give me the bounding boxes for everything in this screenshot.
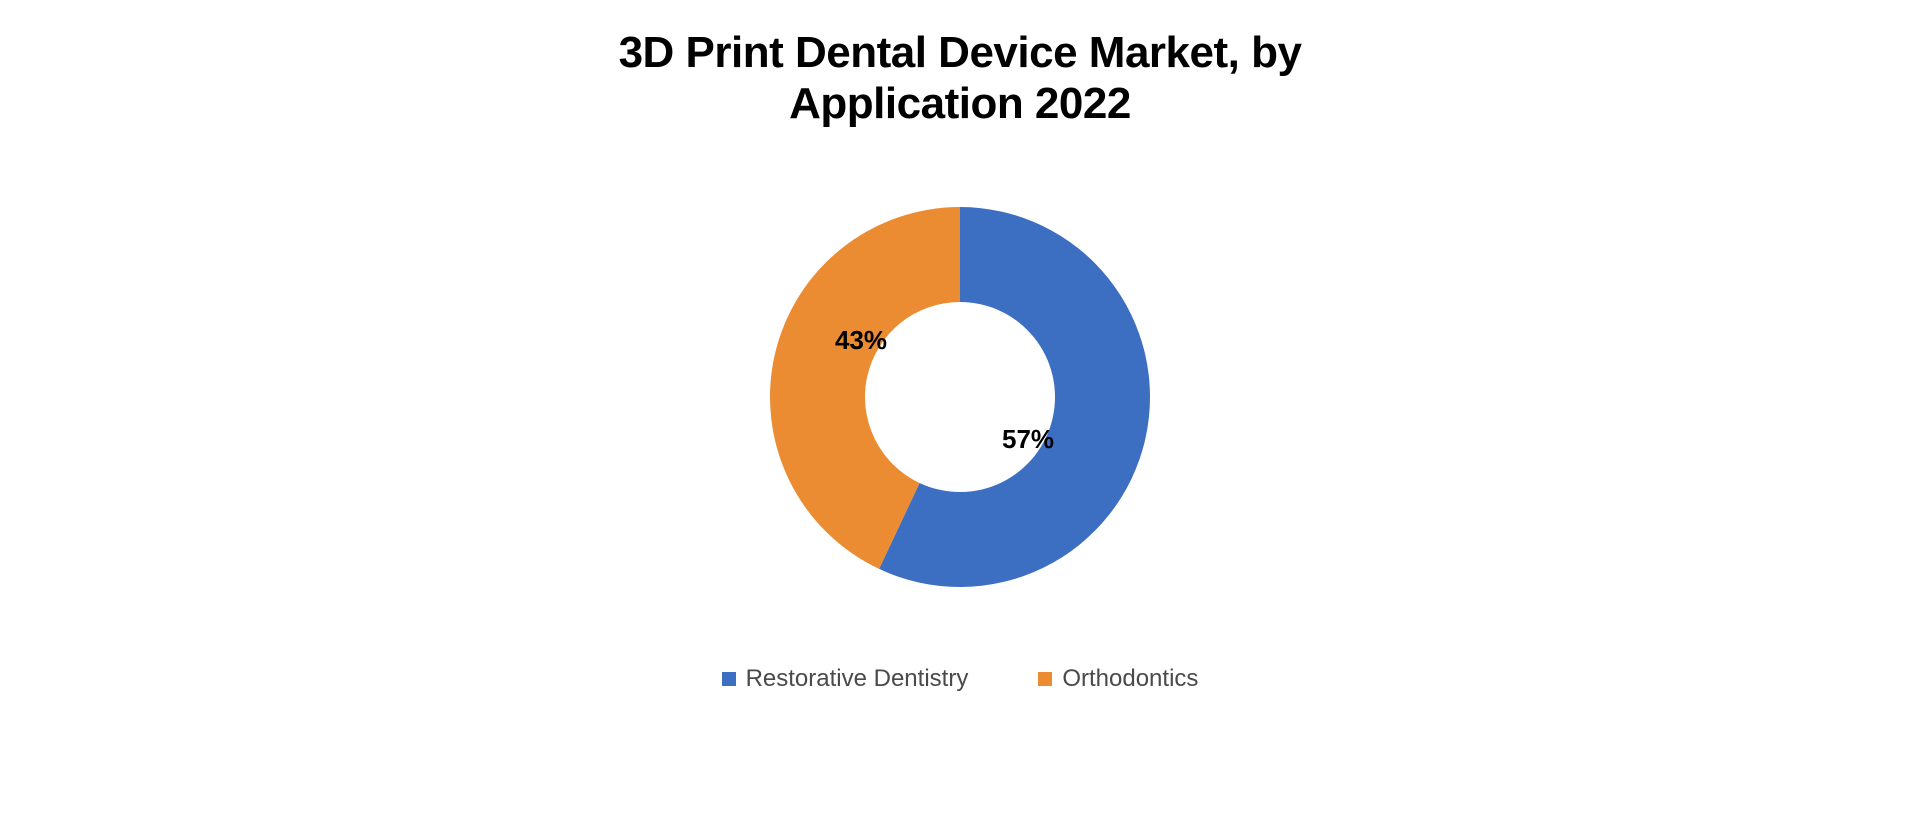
chart-container: 3D Print Dental Device Market, byApplica… [0,0,1920,818]
legend-item-1: Orthodontics [1038,665,1198,693]
legend-label-1: Orthodontics [1062,665,1198,693]
chart-title: 3D Print Dental Device Market, byApplica… [619,28,1302,129]
donut-svg [750,187,1170,607]
legend-item-0: Restorative Dentistry [722,665,969,693]
legend-swatch-1 [1038,672,1052,686]
donut-chart: 57% 43% [750,187,1170,607]
slice-label-1: 43% [835,325,887,356]
legend: Restorative Dentistry Orthodontics [722,665,1199,693]
legend-swatch-0 [722,672,736,686]
legend-label-0: Restorative Dentistry [746,665,969,693]
slice-label-0: 57% [1002,424,1054,455]
